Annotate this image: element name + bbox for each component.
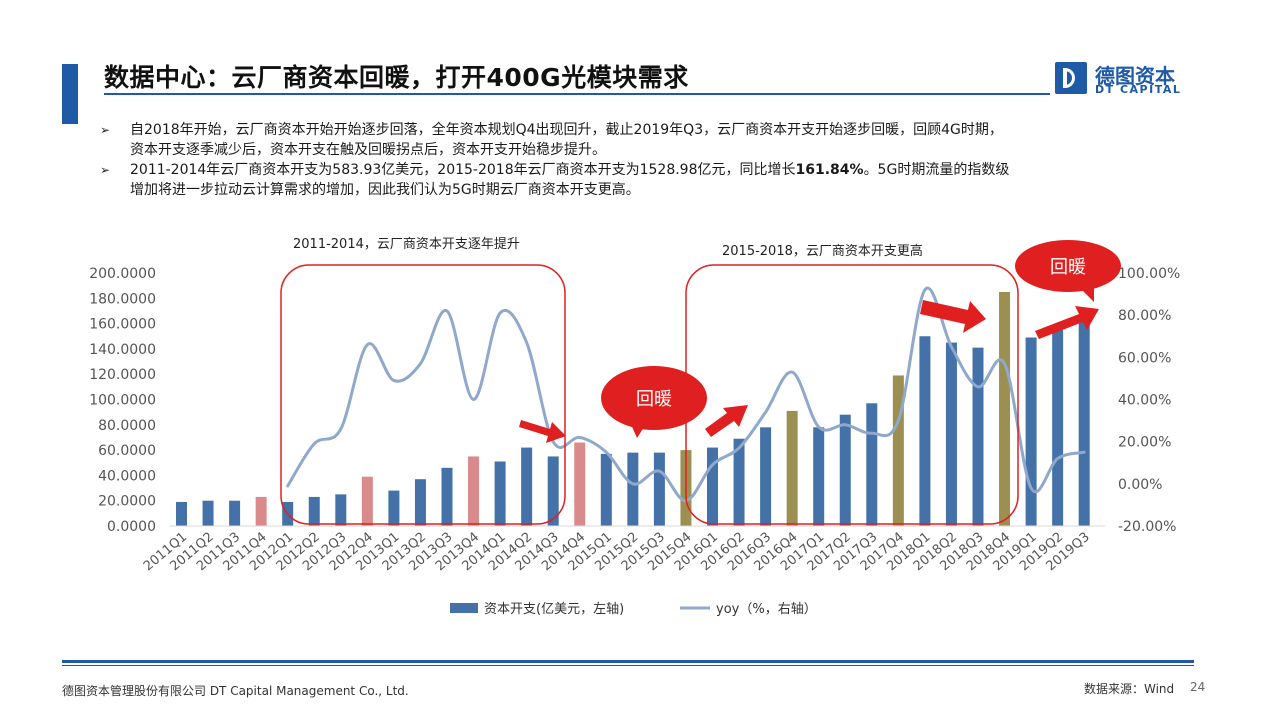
- red-arrow-icon: [519, 420, 566, 443]
- page-number: 24: [1190, 680, 1206, 694]
- company-name: 德图资本管理股份有限公司 DT Capital Management Co., …: [62, 684, 409, 698]
- right-tick-label: -20.00%: [1118, 519, 1176, 535]
- right-tick-label: 0.00%: [1118, 477, 1162, 493]
- capex-bar: [707, 447, 718, 526]
- legend-yoy-label: yoy（%，右轴）: [716, 602, 817, 617]
- bubble-label: 回暖: [1050, 257, 1086, 278]
- bullet-list: ➢ 自2018年开始，云厂商资本开始开始逐步回落，全年资本规划Q4出现回升，截止…: [100, 120, 1120, 200]
- capex-bar: [1052, 329, 1064, 526]
- logo-name-en: DT CAPITAL: [1095, 83, 1182, 96]
- right-tick-label: 40.00%: [1118, 393, 1171, 409]
- capex-bar: [786, 410, 798, 526]
- arrow-bullet-icon: ➢: [100, 123, 111, 137]
- box1-label: 2011-2014，云厂商资本开支逐年提升: [293, 236, 520, 252]
- growth-rate: 161.84%: [795, 162, 864, 178]
- bullet-item: ➢ 2011-2014年云厂商资本开支为583.93亿美元，2015-2018年…: [100, 160, 1120, 200]
- red-arrow-icon: [1035, 306, 1099, 339]
- bullet-text: 2011-2014年云厂商资本开支为583.93亿美元，2015-2018年云厂…: [130, 162, 796, 178]
- left-tick-label: 60.0000: [98, 443, 156, 459]
- capex-bar: [202, 500, 214, 526]
- left-axis: 0.0000 20.0000 40.0000 60.0000 80.0000 100.00…: [89, 266, 156, 535]
- recovery-bubble: 回暖: [601, 366, 707, 438]
- capex-bar: [627, 452, 639, 526]
- legend-bar-swatch: [450, 603, 478, 613]
- arrow-bullet-icon: ➢: [100, 163, 111, 177]
- capex-bar: [653, 452, 665, 526]
- capex-bar: [574, 442, 586, 526]
- capex-bar: [839, 414, 851, 526]
- footer-rule: [62, 660, 1194, 663]
- logo-name-cn: 德图资本: [1095, 64, 1175, 88]
- left-tick-label: 100.0000: [89, 393, 156, 409]
- capex-bar: [945, 342, 957, 526]
- capex-bar: [999, 291, 1011, 526]
- capex-bar: [866, 403, 878, 526]
- capex-bar: [1025, 337, 1037, 526]
- logo-d-icon: [1055, 62, 1087, 94]
- capex-bar: [414, 479, 426, 526]
- left-tick-label: 40.0000: [98, 468, 156, 484]
- right-axis: -20.00% 0.00% 20.00% 40.00% 60.00% 80.00% 100.…: [1118, 266, 1180, 535]
- capex-bar: [1078, 319, 1090, 526]
- capex-bar: [494, 461, 506, 526]
- left-tick-label: 160.0000: [89, 317, 156, 333]
- capex-bar: [255, 496, 267, 526]
- right-tick-label: 60.00%: [1118, 350, 1171, 366]
- box2-label: 2015-2018，云厂商资本开支更高: [722, 243, 923, 259]
- capex-bar: [919, 336, 931, 526]
- bullet-text-line: 自2018年开始，云厂商资本开始开始逐步回落，全年资本规划Q4出现回升，截止20…: [130, 122, 1003, 138]
- capex-bar: [335, 494, 347, 526]
- capex-bar: [813, 427, 825, 526]
- left-tick-label: 20.0000: [98, 494, 156, 510]
- capex-bar: [733, 438, 745, 526]
- trend-arrows: [519, 300, 1099, 443]
- x-axis: 2011Q12011Q22011Q32011Q42012Q12012Q22012…: [141, 530, 1093, 575]
- bullet-text-line: 2011-2014年云厂商资本开支为583.93亿美元，2015-2018年云厂…: [130, 160, 1120, 180]
- right-tick-label: 20.00%: [1118, 435, 1171, 451]
- capex-bar: [547, 456, 559, 526]
- footer-rule-thin: [62, 665, 1194, 666]
- left-tick-label: 200.0000: [89, 266, 156, 282]
- capex-bar: [361, 476, 373, 526]
- left-tick-label: 120.0000: [89, 367, 156, 383]
- title-accent-bar: [62, 64, 78, 124]
- left-tick-label: 180.0000: [89, 291, 156, 307]
- capex-bar: [229, 500, 241, 526]
- capex-bar: [441, 467, 453, 526]
- period-2011-2014-box: [280, 264, 566, 525]
- capex-bar: [600, 453, 612, 526]
- bullet-text-line: 增加将进一步拉动云计算需求的增加，因此我们认为5G时期云厂商资本开支更高。: [130, 182, 640, 198]
- capex-bar: [308, 496, 320, 526]
- capex-bar: [521, 447, 533, 526]
- capex-bar: [468, 456, 480, 526]
- capex-bar: [892, 375, 904, 526]
- chart-legend: 资本开支(亿美元，左轴) yoy（%，右轴）: [450, 602, 817, 617]
- bullet-text: 。5G时期流量的指数级: [863, 162, 1010, 178]
- right-tick-label: 80.00%: [1118, 308, 1171, 324]
- left-tick-label: 80.0000: [98, 418, 156, 434]
- capex-bar: [388, 490, 400, 526]
- company-logo: 德图资本 DT CAPITAL: [1055, 62, 1225, 98]
- recovery-bubble: 回暖: [1015, 240, 1121, 302]
- legend-capex-label: 资本开支(亿美元，左轴): [484, 602, 624, 617]
- red-arrow-icon: [920, 300, 986, 333]
- capex-bar: [176, 501, 187, 526]
- right-tick-label: 100.00%: [1118, 266, 1180, 282]
- left-tick-label: 140.0000: [89, 342, 156, 358]
- left-tick-label: 0.0000: [107, 519, 156, 535]
- bullet-text-line: 资本开支逐季减少后，资本开支在触及回暖拐点后，资本开支开始稳步提升。: [130, 142, 606, 158]
- data-source: 数据来源：Wind: [1084, 682, 1175, 696]
- bullet-item: ➢ 自2018年开始，云厂商资本开始开始逐步回落，全年资本规划Q4出现回升，截止…: [100, 120, 1120, 160]
- bubble-label: 回暖: [636, 389, 672, 410]
- capex-bar: [760, 427, 772, 526]
- title-underline: [104, 93, 1050, 95]
- capex-bar: [972, 347, 984, 526]
- red-arrow-icon: [705, 405, 748, 437]
- page-title: 数据中心：云厂商资本回暖，打开400G光模块需求: [104, 63, 689, 92]
